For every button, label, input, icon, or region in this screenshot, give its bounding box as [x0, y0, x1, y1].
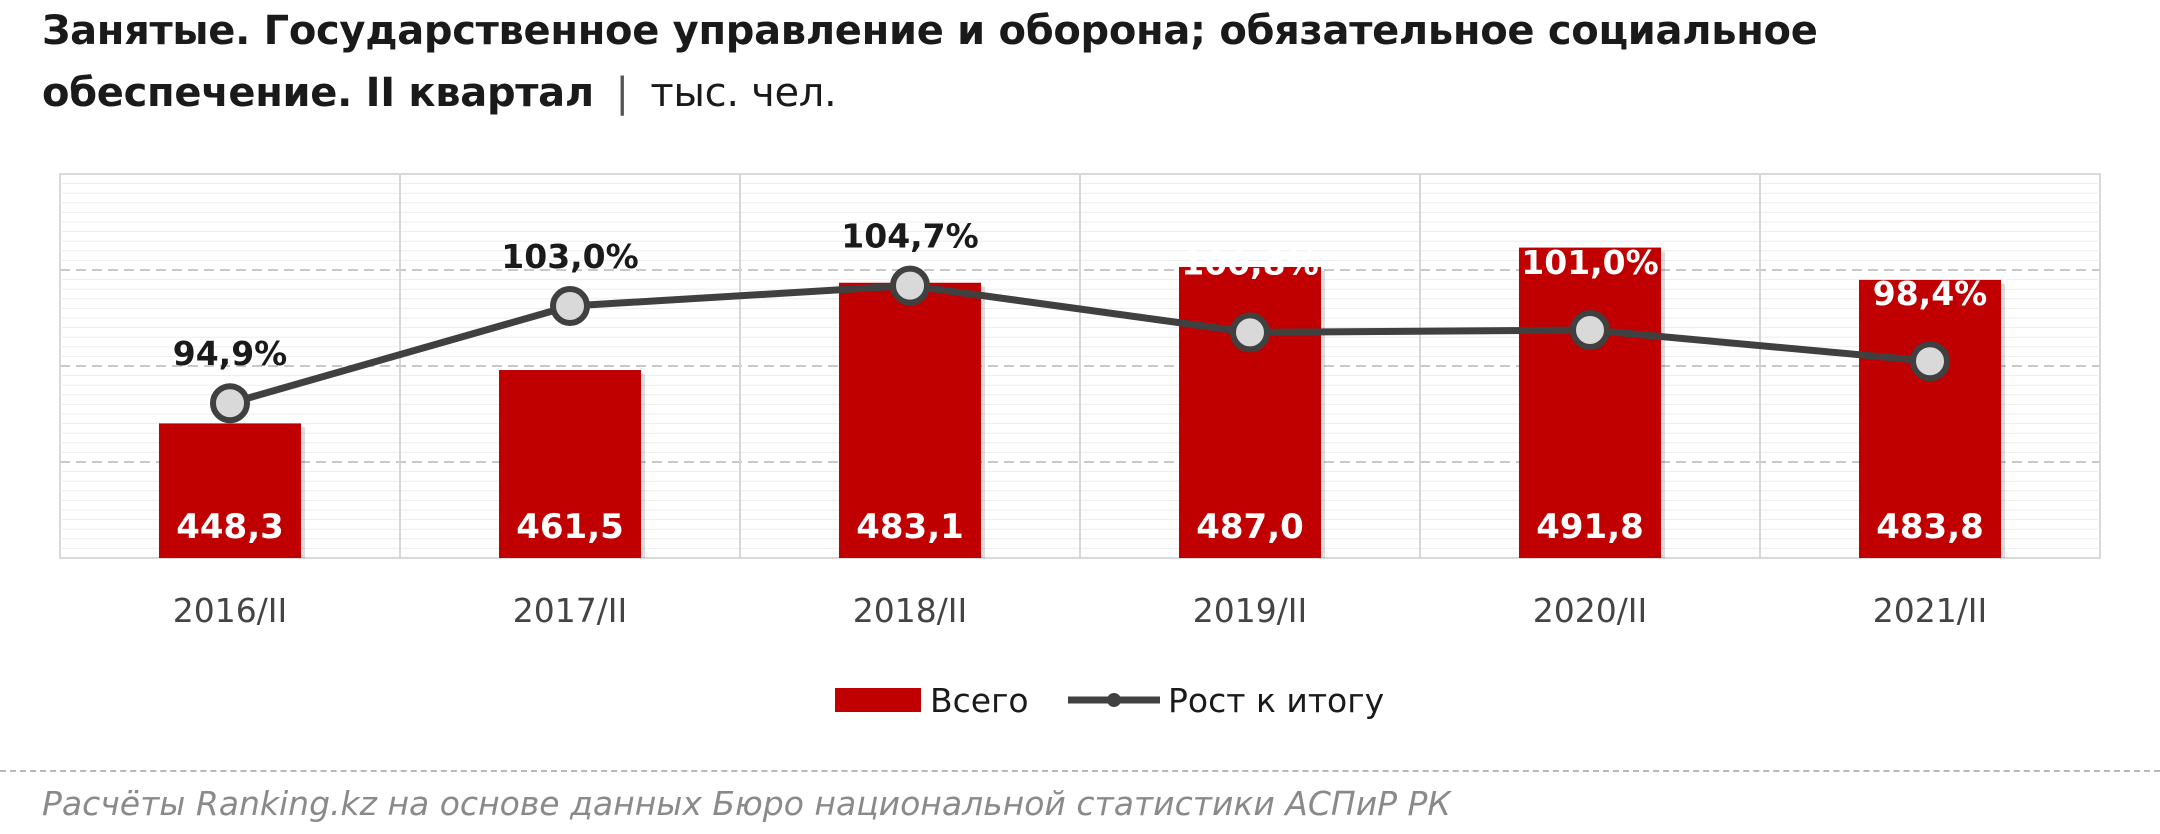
bar-value-label: 461,5 [516, 507, 624, 547]
line-value-label: 94,9% [173, 334, 288, 373]
line-value-label: 101,0% [1521, 243, 1658, 282]
x-tick-label: 2017/II [513, 591, 628, 630]
title-unit: тыс. чел. [650, 70, 837, 116]
line-series [229, 282, 1931, 407]
chart-title: Занятые. Государственное управление и об… [42, 0, 2122, 124]
chart: 448,3 461,5 483,1 487,0 491,8 483,8 94,9% 103,0… [59, 173, 2101, 720]
line-value-label: 104,7% [841, 217, 978, 256]
legend-swatch-bars [835, 688, 921, 712]
line-point [550, 286, 590, 326]
line-point [1910, 341, 1950, 382]
bar-value-label: 483,1 [856, 507, 964, 547]
x-tick-label: 2019/II [1193, 591, 1308, 630]
line-value-label: 100,8% [1181, 243, 1318, 282]
x-tick-label: 2016/II [173, 591, 288, 630]
title-separator: | [615, 70, 629, 116]
bar [839, 282, 981, 558]
bar-value-label: 483,8 [1876, 507, 1984, 547]
divider [0, 770, 2160, 772]
line-point [1570, 310, 1610, 350]
line-point [890, 265, 930, 306]
bar [1519, 247, 1661, 558]
bar [1859, 279, 2001, 558]
bar-value-label: 491,8 [1536, 507, 1644, 547]
bar-value-label: 448,3 [176, 507, 284, 547]
title-main: Занятые. Государственное управление и об… [42, 8, 1818, 116]
bar [499, 370, 641, 558]
x-tick-label: 2018/II [853, 591, 968, 630]
x-tick-label: 2020/II [1533, 591, 1648, 630]
line-point [210, 383, 250, 424]
source-note: Расчёты Ranking.kz на основе данных Бюро… [42, 784, 1451, 823]
line-value-label: 98,4% [1873, 274, 1988, 313]
legend-swatch-marker [1107, 693, 1121, 707]
legend-label-line: Рост к итогу [1168, 681, 1384, 720]
legend-label-bars: Всего [930, 681, 1029, 720]
bar [159, 423, 301, 558]
line-point [1230, 312, 1270, 353]
bar-value-label: 487,0 [1196, 507, 1304, 547]
x-tick-label: 2021/II [1873, 591, 1988, 630]
line-value-label: 103,0% [501, 237, 638, 276]
